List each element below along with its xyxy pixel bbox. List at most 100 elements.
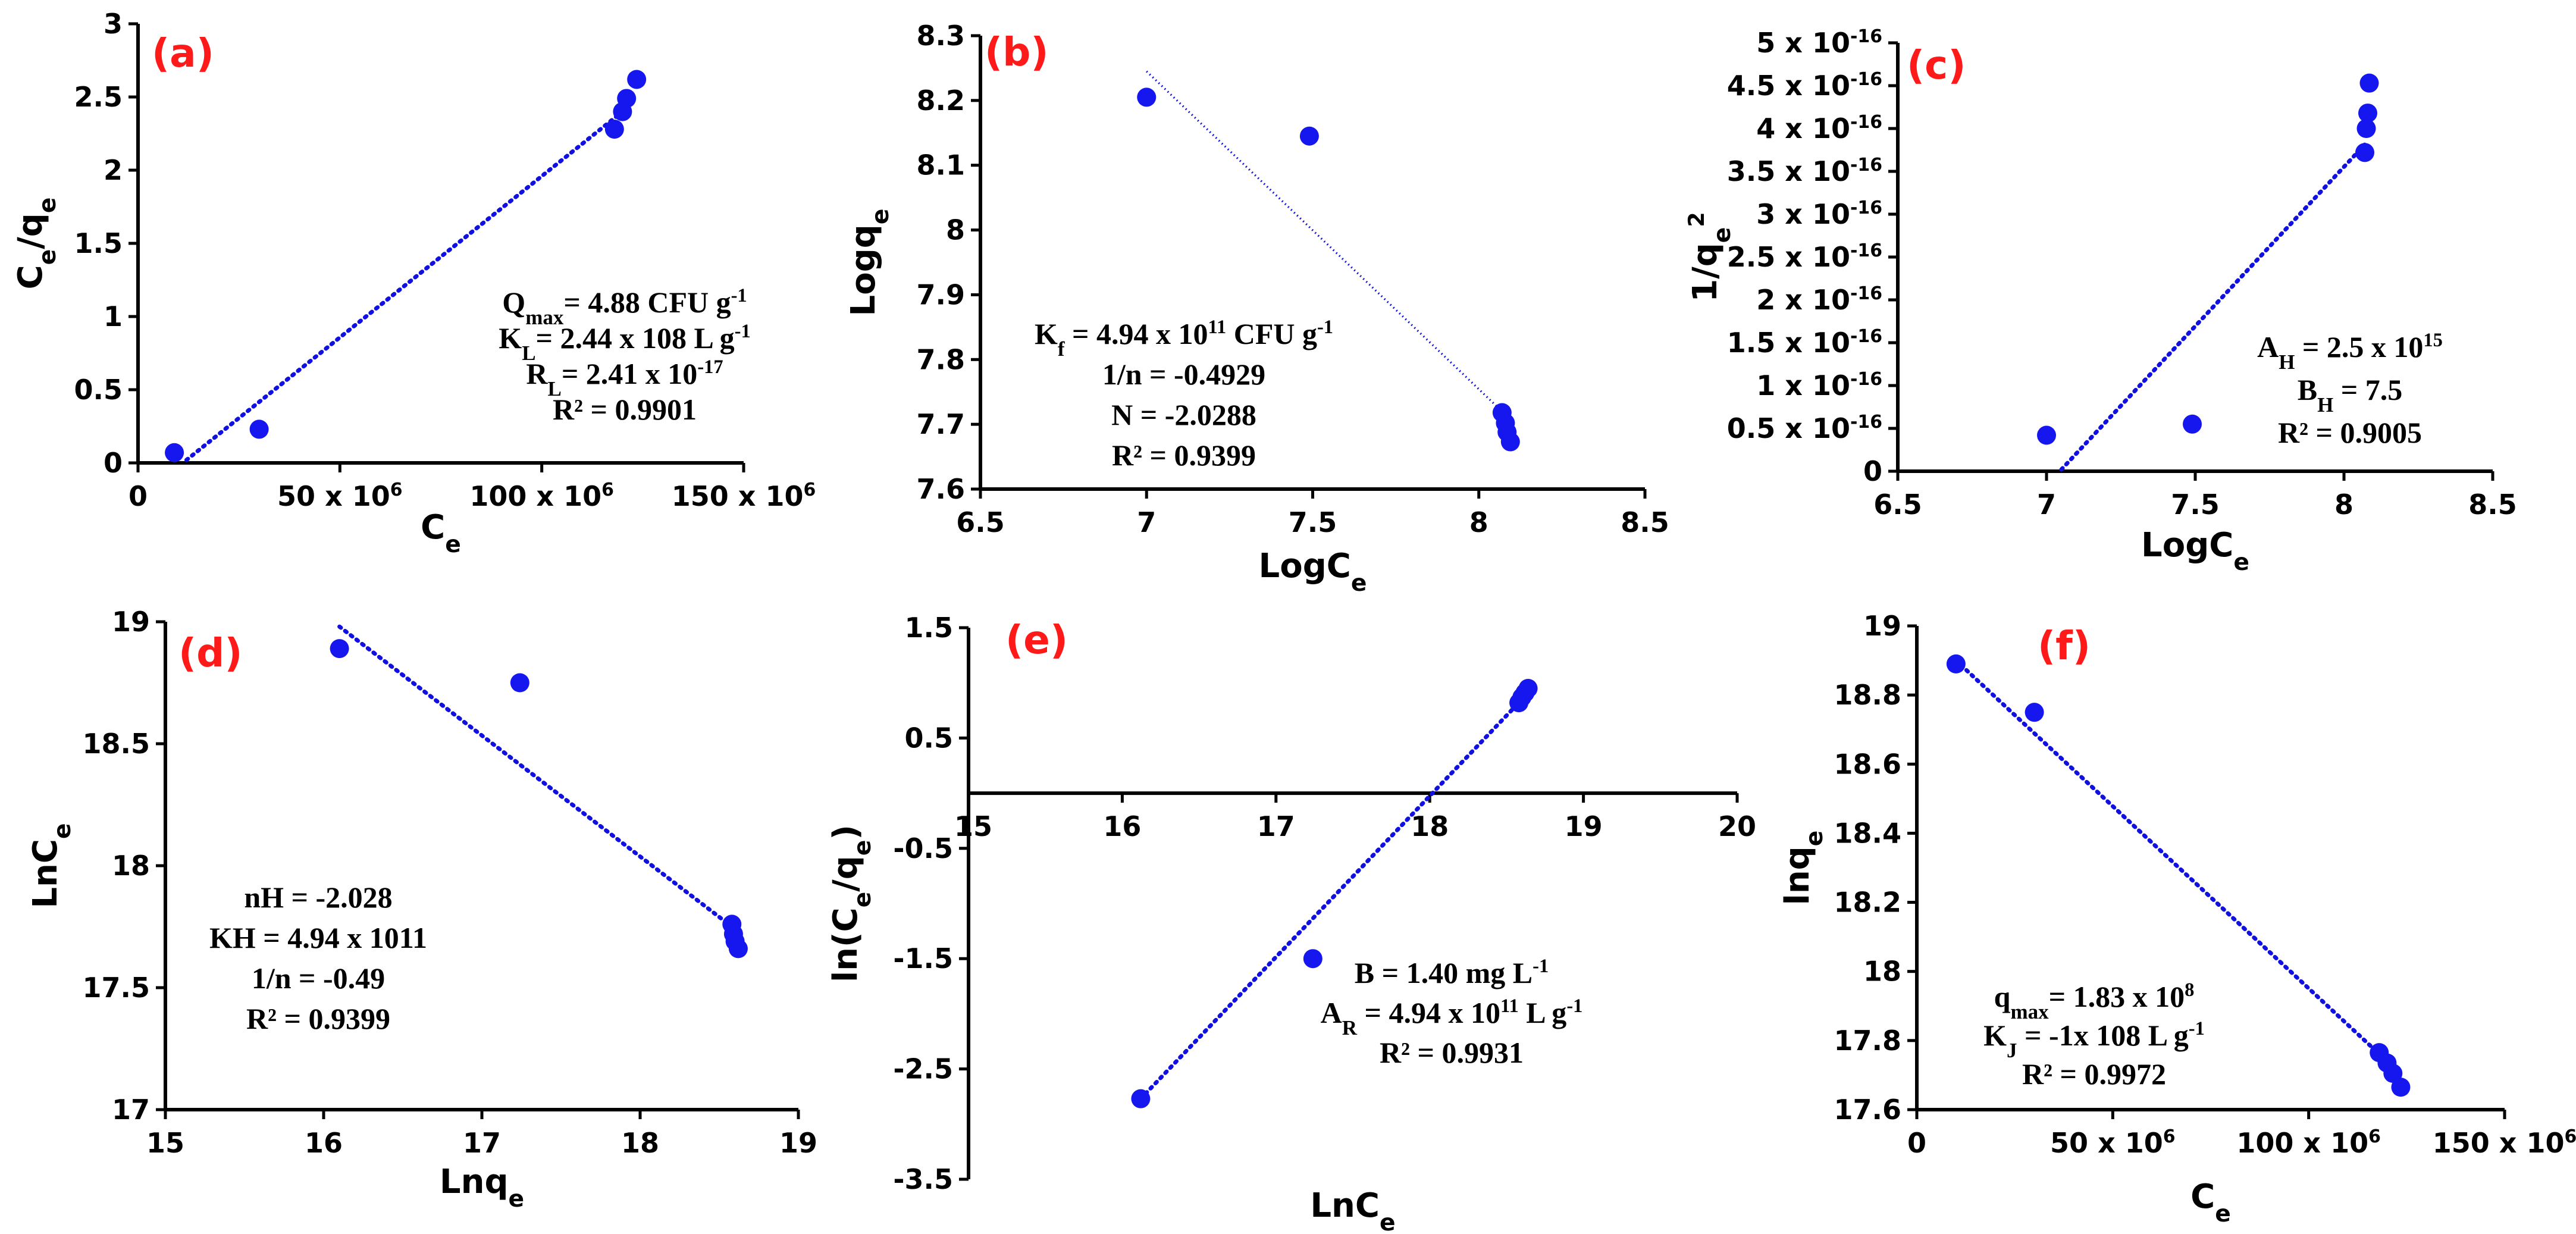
data-point [2356, 119, 2376, 138]
data-point [1137, 87, 1157, 107]
y-tick-label: 18.4 [1834, 817, 1902, 849]
annotation-line: Qmax= 4.88 CFU g-1 [502, 285, 747, 329]
x-axis-label: Ce [421, 508, 461, 558]
y-tick-label: 18 [1863, 956, 1901, 988]
annotation-line: N = -2.0288 [1111, 398, 1256, 431]
data-point [1303, 949, 1323, 969]
annotation-line: R² = 0.9972 [2022, 1057, 2166, 1091]
panel-d: 17 17.5 18 18.5 19 15 16 17 18 19 (d) Lnqe LnCe nH = … [26, 606, 817, 1213]
data-point [1299, 126, 1319, 146]
annotation-line: nH = -2.028 [244, 881, 392, 914]
y-tick-label: 17.6 [1834, 1094, 1902, 1126]
annotation-line: AH = 2.5 x 1015 [2257, 330, 2443, 374]
data-point [2183, 414, 2202, 434]
x-tick-label: 7.5 [1289, 506, 1337, 538]
data-point [627, 70, 647, 89]
y-axis-label: 1/qe2 [1684, 212, 1736, 302]
panel-a: 0 0.5 1 1.5 2 2.5 3 0 50 x 106 100 x 106 150 x 106… [11, 8, 816, 558]
x-tick-label: 16 [305, 1127, 343, 1159]
y-tick-label: -0.5 [893, 832, 953, 865]
y-axis-label: Ce/qe [11, 198, 61, 290]
x-tick-label: 150 x 106 [672, 480, 816, 513]
x-tick-label: 7 [1137, 506, 1156, 538]
data-point [1518, 678, 1538, 698]
y-tick-label: 2 [104, 154, 123, 186]
y-tick-label: -3.5 [893, 1163, 953, 1195]
y-tick-label: 0 [104, 447, 123, 479]
data-point [617, 89, 637, 108]
y-tick-label: 8.1 [917, 149, 966, 181]
x-axis-label: Lnqe [440, 1163, 524, 1213]
annotation-line: B = 1.40 mg L-1 [1355, 956, 1549, 989]
data-point [510, 673, 529, 693]
x-tick-label: 8 [1469, 506, 1488, 538]
x-tick-label: 6.5 [956, 506, 1005, 538]
x-tick-label: 100 x 106 [2236, 1126, 2381, 1160]
y-tick-label: 1 [104, 300, 123, 333]
panel-e: -3.5 -2.5 -1.5 -0.5 0.5 1.5 15 16 17 18 19 20 (e) LnC… [826, 612, 1756, 1234]
annotation-line: KH = 4.94 x 1011 [209, 921, 427, 954]
annotation-line: AR = 4.94 x 1011 L g-1 [1321, 995, 1583, 1039]
panel-tag: (a) [152, 30, 214, 76]
y-tick-label: 19 [1863, 610, 1901, 642]
annotation-line: 1/n = -0.4929 [1102, 358, 1265, 391]
annotation-line: R² = 0.9399 [246, 1002, 390, 1035]
fit-line [1954, 658, 2389, 1064]
x-tick-label: 19 [779, 1127, 817, 1159]
annotation-line: R² = 0.9005 [2278, 416, 2422, 449]
y-tick-label: 4 x 10-16 [1756, 112, 1882, 145]
x-tick-label: 16 [1103, 810, 1141, 842]
fit-line [2059, 139, 2370, 472]
y-tick-label: 0 [1863, 455, 1882, 487]
annotation-line: KJ = -1x 108 L g-1 [1983, 1018, 2205, 1062]
data-point [1946, 654, 1966, 674]
data-point [2359, 73, 2379, 93]
panel-tag: (f) [2038, 623, 2091, 669]
x-tick-label: 50 x 106 [277, 480, 403, 513]
fit-line [1138, 697, 1524, 1101]
y-tick-label: 8 [946, 214, 965, 246]
data-point [2358, 104, 2377, 123]
data-point [2355, 143, 2374, 162]
x-axis-label: Ce [2190, 1177, 2231, 1227]
panel-f: 17.6 17.8 18 18.2 18.4 18.6 18.8 19 0 50 x 106 100… [1778, 610, 2576, 1227]
y-tick-label: 3 [104, 8, 123, 40]
y-tick-label: 0.5 [74, 374, 123, 406]
x-tick-label: 15 [954, 810, 992, 842]
x-tick-label: 8.5 [1621, 506, 1669, 538]
data-point [1131, 1089, 1151, 1108]
y-tick-label: 5 x 10-16 [1756, 26, 1882, 59]
x-tick-label: 17 [463, 1127, 501, 1159]
annotation-line: KL= 2.44 x 108 L g-1 [499, 321, 750, 365]
y-axis-label: Logqe [844, 209, 894, 317]
y-tick-label: 17 [112, 1094, 150, 1126]
data-point [2383, 1064, 2403, 1083]
annotation-line: BH = 7.5 [2298, 373, 2403, 416]
y-tick-label: 7.8 [917, 343, 966, 375]
y-tick-label: 19 [112, 606, 150, 638]
data-point [2025, 703, 2044, 722]
y-tick-label: 1.5 [74, 227, 123, 259]
annotation-line: RL= 2.41 x 10-17 [526, 356, 723, 400]
data-point [249, 419, 269, 439]
y-tick-label: 2 x 10-16 [1756, 283, 1882, 317]
y-tick-label: 2.5 [74, 81, 123, 113]
y-tick-label: 17.8 [1834, 1025, 1902, 1057]
y-tick-label: 1.5 x 10-16 [1727, 326, 1882, 359]
annotation-line: R² = 0.9901 [553, 393, 697, 426]
fit-line [337, 624, 738, 932]
x-tick-label: 18 [1411, 810, 1449, 842]
x-tick-label: 19 [1565, 810, 1603, 842]
x-tick-label: 0 [1907, 1127, 1926, 1159]
y-tick-label: 1 x 10-16 [1756, 369, 1882, 402]
x-tick-label: 15 [146, 1127, 184, 1159]
data-point [165, 443, 184, 462]
y-axis-label: lnqe [1778, 831, 1828, 906]
y-tick-label: 4.5 x 10-16 [1727, 69, 1882, 102]
y-tick-label: 1.5 [905, 612, 954, 644]
y-tick-label: 18 [112, 850, 150, 882]
y-tick-label: 8.2 [917, 84, 966, 117]
y-tick-label: 0.5 [905, 722, 954, 754]
annotation-line: qmax= 1.83 x 108 [1994, 979, 2195, 1023]
